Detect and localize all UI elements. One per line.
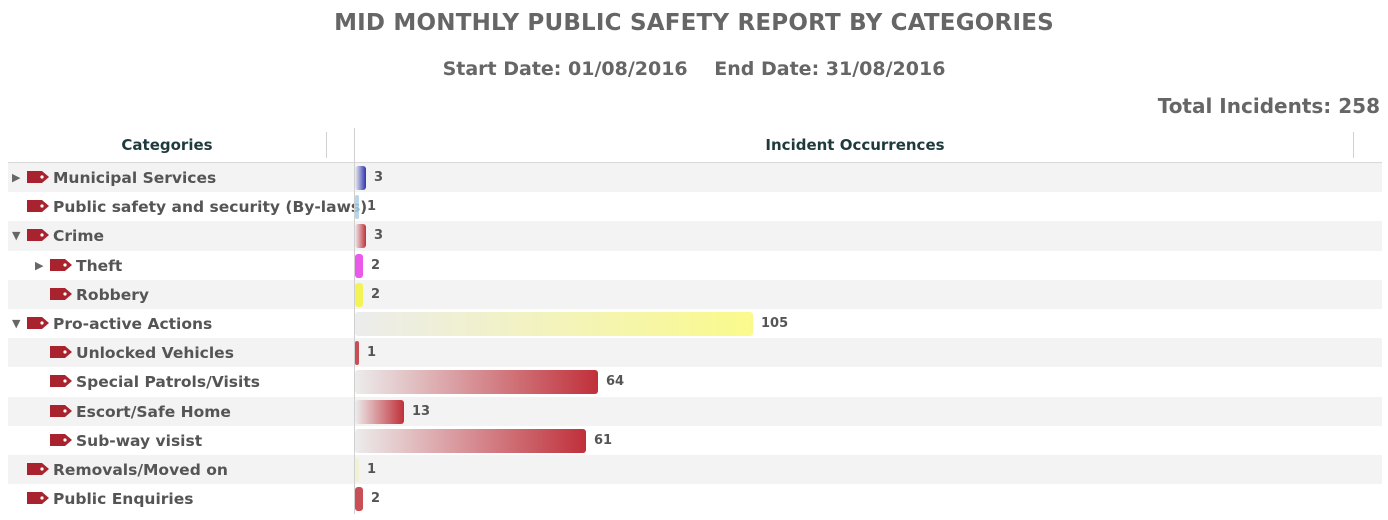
column-divider [1353, 132, 1354, 158]
occurrence-value: 2 [371, 491, 381, 507]
column-header-occurrences[interactable]: Incident Occurrences [765, 136, 945, 154]
occurrence-bar[interactable] [355, 253, 363, 278]
tag-icon [50, 404, 72, 417]
start-date: Start Date: 01/08/2016 [442, 58, 688, 80]
table-row[interactable]: ▼ Crime 3 [8, 221, 1382, 251]
end-date: End Date: 31/08/2016 [714, 58, 946, 80]
occurrence-value: 2 [371, 257, 381, 273]
occurrence-value: 1 [367, 345, 377, 361]
tag-icon [27, 462, 49, 475]
tag-icon [50, 375, 72, 388]
occurrence-bar[interactable] [355, 487, 363, 512]
table-header: Categories Incident Occurrences [8, 128, 1382, 163]
occurrence-bar[interactable] [355, 166, 366, 190]
date-range: Start Date: 01/08/2016 End Date: 31/08/2… [0, 58, 1388, 80]
tag-icon [50, 433, 72, 446]
column-separator [354, 128, 355, 514]
occurrence-bar[interactable] [355, 311, 753, 336]
total-incidents: Total Incidents: 258 [1157, 94, 1380, 118]
category-table-body: ▶ Municipal Services 3 Public safety and se… [8, 163, 1382, 514]
table-row[interactable]: Public safety and security (By-laws) 1 [8, 192, 1382, 222]
triangle-down-icon[interactable]: ▼ [12, 229, 21, 243]
occurrence-value: 1 [367, 461, 377, 477]
category-label: Theft [76, 256, 123, 275]
table-row[interactable]: Removals/Moved on 1 [8, 454, 1382, 485]
table-row[interactable]: Robbery 2 [8, 279, 1382, 309]
occurrence-value: 3 [374, 228, 384, 244]
category-label: Removals/Moved on [53, 460, 228, 479]
table-row[interactable]: Unlocked Vehicles 1 [8, 338, 1382, 368]
occurrence-bar[interactable] [355, 195, 359, 220]
column-header-categories[interactable]: Categories [121, 136, 213, 154]
table-row[interactable]: ▼ Pro-active Actions 105 [8, 308, 1382, 339]
occurrence-value: 1 [367, 199, 377, 215]
table-row[interactable]: Sub-way visist 61 [8, 425, 1382, 455]
occurrence-bar[interactable] [355, 224, 366, 249]
occurrence-bar[interactable] [355, 457, 359, 482]
occurrence-value: 64 [606, 374, 625, 390]
category-label: Unlocked Vehicles [76, 344, 234, 363]
category-label: Municipal Services [53, 169, 217, 187]
occurrence-value: 13 [412, 403, 431, 419]
category-label: Public Enquiries [53, 490, 194, 509]
occurrence-bar[interactable] [355, 282, 363, 307]
category-label: Escort/Safe Home [76, 402, 231, 421]
category-label: Pro-active Actions [53, 314, 213, 333]
triangle-down-icon[interactable]: ▼ [12, 316, 21, 330]
tag-icon [27, 229, 49, 242]
occurrence-bar[interactable] [355, 341, 359, 366]
occurrence-value: 105 [761, 315, 789, 331]
tag-icon [27, 200, 49, 213]
category-label: Public safety and security (By-laws) [53, 198, 368, 217]
tag-icon [27, 492, 49, 505]
table-row[interactable]: Escort/Safe Home 13 [8, 396, 1382, 426]
tag-icon [50, 258, 72, 271]
tag-icon [27, 316, 49, 329]
tag-icon [50, 346, 72, 359]
occurrence-bar[interactable] [355, 370, 598, 395]
tag-icon [50, 287, 72, 300]
table-row[interactable]: Special Patrols/Visits 64 [8, 367, 1382, 397]
occurrence-value: 3 [374, 170, 384, 185]
table-row[interactable]: ▶ Municipal Services 3 [8, 163, 1382, 193]
column-divider [326, 132, 327, 158]
table-row[interactable]: Public Enquiries 2 [8, 484, 1382, 514]
occurrence-value: 2 [371, 286, 381, 302]
category-label: Robbery [76, 285, 150, 304]
occurrence-bar[interactable] [355, 399, 404, 424]
triangle-right-icon[interactable]: ▶ [12, 171, 21, 184]
occurrence-bar[interactable] [355, 428, 586, 453]
occurrence-value: 61 [594, 432, 613, 448]
page-title: MID MONTHLY PUBLIC SAFETY REPORT BY CATE… [334, 10, 1054, 36]
tag-icon [27, 171, 49, 183]
triangle-right-icon[interactable]: ▶ [35, 258, 44, 272]
category-label: Crime [53, 227, 104, 246]
category-label: Special Patrols/Visits [76, 373, 260, 392]
table-row[interactable]: ▶ Theft 2 [8, 250, 1382, 280]
category-label: Sub-way visist [76, 431, 203, 450]
